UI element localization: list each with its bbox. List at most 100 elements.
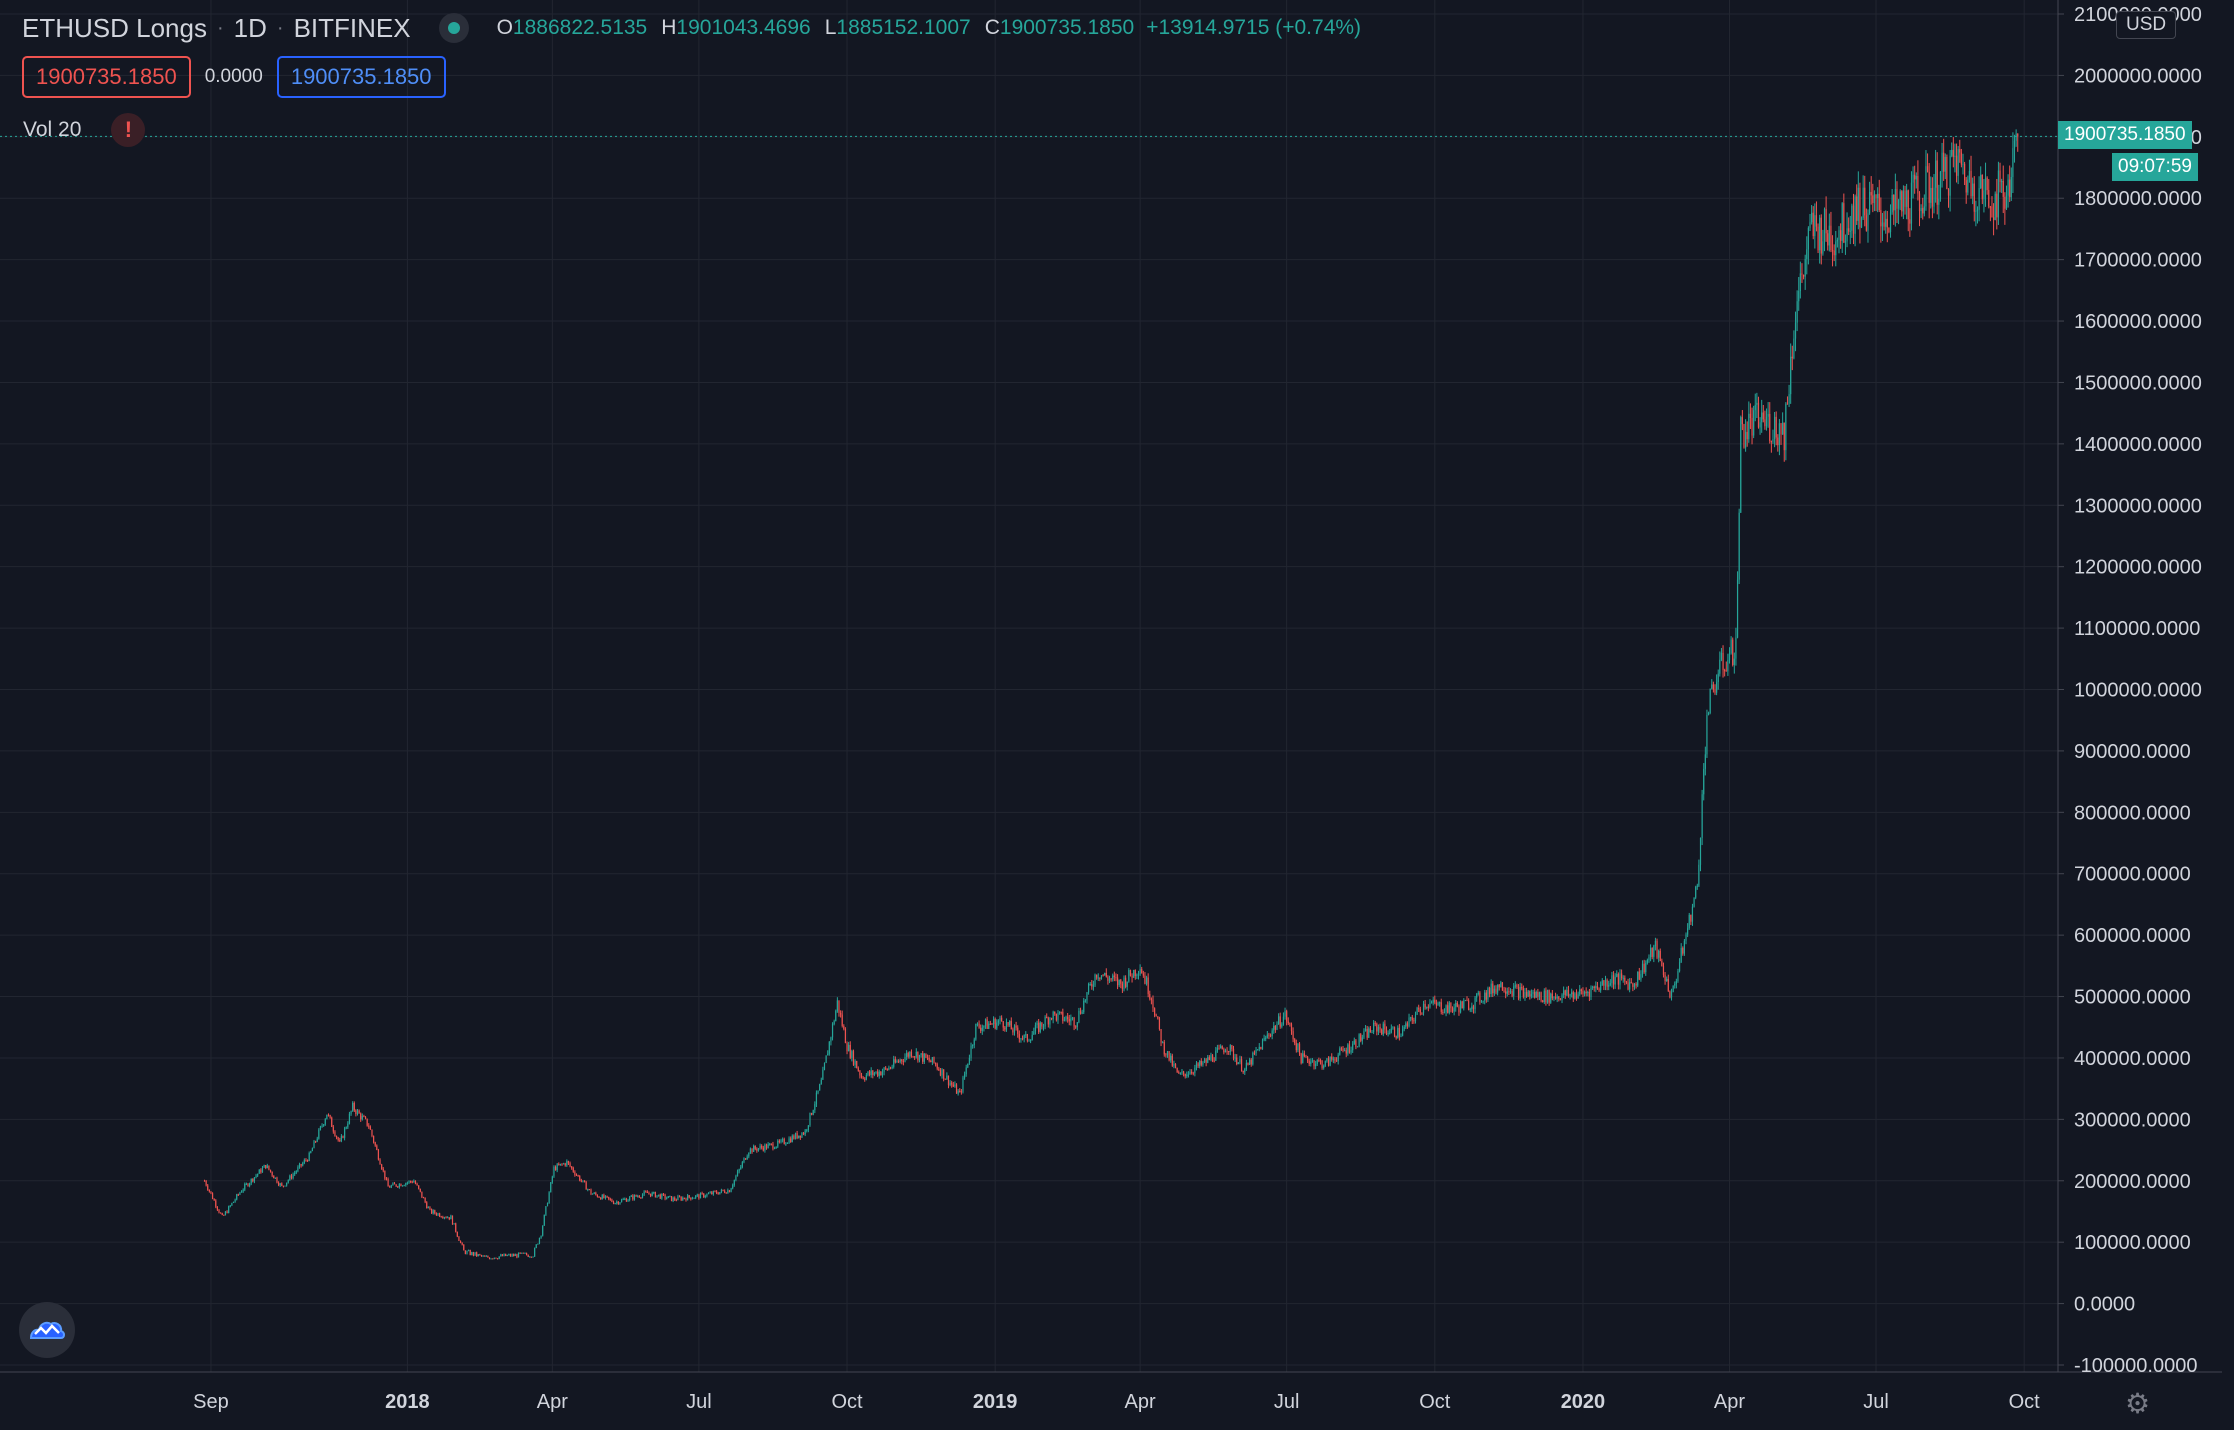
candle-body	[545, 1206, 547, 1215]
candle	[1041, 1022, 1043, 1030]
candle-body	[1835, 241, 1837, 256]
candle	[1107, 975, 1109, 985]
candle-body	[627, 1199, 629, 1202]
candle-body	[564, 1163, 566, 1166]
candle-body	[955, 1084, 958, 1094]
low-value: 1885152.1007	[836, 16, 971, 39]
candle-body	[1240, 1059, 1243, 1071]
candle-body	[1081, 1012, 1083, 1014]
candle	[1432, 996, 1434, 1006]
candle	[1899, 189, 1901, 211]
candle-body	[664, 1194, 666, 1199]
candle-body	[1556, 996, 1558, 999]
candle-body	[654, 1192, 657, 1198]
candle-body	[1840, 230, 1842, 241]
candle	[1783, 422, 1785, 462]
candle-body	[1608, 984, 1610, 987]
candle	[860, 1072, 863, 1079]
candle-body	[1521, 987, 1523, 989]
candle	[300, 1163, 302, 1168]
candle	[1211, 1053, 1214, 1063]
gear-icon[interactable]: ⚙	[2125, 1388, 2151, 1419]
candle-body	[1389, 1032, 1391, 1034]
candle	[405, 1182, 407, 1187]
candle-body	[1537, 991, 1539, 997]
candle	[704, 1194, 706, 1199]
candle	[372, 1135, 375, 1144]
candle-body	[1912, 174, 1914, 183]
warning-icon[interactable]: !	[111, 113, 146, 147]
candle-body	[532, 1256, 534, 1258]
candle	[1112, 973, 1114, 982]
candle-body	[923, 1053, 925, 1062]
candle	[857, 1066, 859, 1072]
candle	[788, 1136, 790, 1144]
candle-body	[1237, 1062, 1239, 1065]
candle	[1060, 1011, 1062, 1015]
candle-body	[670, 1196, 673, 1201]
candle-body	[558, 1164, 560, 1166]
candle-body	[1133, 970, 1135, 978]
candle-body	[1334, 1058, 1336, 1061]
candle	[215, 1199, 217, 1209]
candle-body	[511, 1254, 513, 1257]
candle-body	[1468, 1000, 1470, 1010]
candle	[500, 1253, 502, 1257]
candle-body	[1543, 990, 1545, 1002]
currency-button[interactable]: USD	[2116, 11, 2177, 39]
candle	[538, 1237, 541, 1245]
candle	[1461, 1000, 1463, 1009]
candle-body	[632, 1195, 634, 1200]
price-tick-label: 1600000.0000	[2074, 311, 2202, 333]
candle-body	[963, 1074, 966, 1078]
candle	[1200, 1058, 1202, 1067]
candle-body	[461, 1242, 463, 1245]
candle-body	[587, 1189, 589, 1191]
tradingview-cloud-icon[interactable]	[19, 1302, 75, 1358]
symbol-name[interactable]: ETHUSD Longs	[22, 12, 207, 43]
interval[interactable]: 1D	[233, 12, 267, 43]
candle-body	[411, 1181, 413, 1183]
candle	[741, 1160, 743, 1169]
candle-body	[1716, 682, 1718, 693]
candle	[514, 1253, 516, 1257]
candle	[1350, 1046, 1352, 1055]
candle	[888, 1065, 890, 1071]
candle-body	[1947, 188, 1950, 196]
candle	[1097, 973, 1099, 982]
candle-body	[1587, 992, 1589, 994]
candle-body	[1439, 1002, 1441, 1004]
candle-body	[1641, 963, 1644, 975]
candle	[633, 1194, 636, 1201]
candle-body	[1637, 971, 1639, 986]
candle	[1682, 946, 1684, 956]
candle	[1891, 188, 1893, 215]
candle-body	[414, 1180, 417, 1184]
candle-body	[1514, 985, 1516, 987]
candle-body	[353, 1102, 355, 1111]
candle-body	[1838, 230, 1840, 240]
candle	[1538, 991, 1541, 1001]
candle	[276, 1176, 278, 1184]
candle	[366, 1118, 368, 1127]
candle-body	[1917, 176, 1919, 194]
candle-body	[1195, 1063, 1198, 1068]
candle-body	[525, 1252, 528, 1255]
candle	[1596, 981, 1599, 990]
candle-body	[1318, 1059, 1320, 1061]
sell-price-button[interactable]: 1900735.1850	[22, 56, 191, 98]
candle	[257, 1173, 259, 1178]
candle	[827, 1050, 829, 1056]
candle-body	[261, 1167, 264, 1173]
candle	[1999, 162, 2001, 193]
buy-price-button[interactable]: 1900735.1850	[276, 56, 446, 98]
candle-body	[1234, 1057, 1236, 1059]
candle	[1421, 1012, 1423, 1015]
candle	[281, 1182, 283, 1187]
candle	[2004, 192, 2006, 225]
candle-body	[495, 1257, 497, 1259]
candle	[1828, 213, 1830, 252]
candle-body	[1012, 1029, 1014, 1033]
volume-indicator-legend[interactable]: Vol 20 !	[23, 113, 146, 147]
